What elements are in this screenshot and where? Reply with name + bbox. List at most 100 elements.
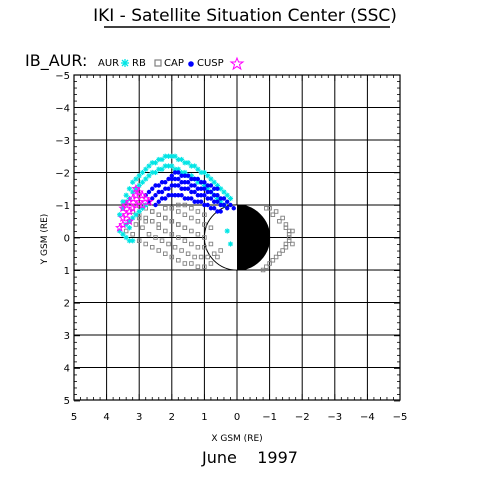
rb-point [169,231,175,237]
date-label: June 1997 [201,448,298,467]
rb-point [267,261,272,266]
cap-point [153,193,158,198]
rb-point [202,244,207,250]
cap-point [182,196,188,201]
aur-point [227,195,234,202]
aur-point [159,156,165,163]
page-title: IKI - Satellite Situation Center (SSC) [93,6,397,26]
series-cusp [114,183,154,232]
rb-point [156,222,162,227]
cap-point [192,183,197,188]
aur-point [126,225,133,231]
cap-point [208,183,214,188]
series-rb [123,202,295,273]
rb-point [189,215,194,221]
rb-point [130,231,135,237]
cap-point [221,196,227,201]
cap-point [211,206,217,211]
rb-point [195,218,201,224]
aur-point [130,179,136,185]
rb-point [273,254,279,260]
rb-point [156,248,162,253]
cap-point [146,189,152,195]
rb-point [176,209,181,214]
x-tick-label: −5 [393,412,408,423]
cap-point [172,183,178,188]
rb-point [163,228,168,234]
cusp-point [118,219,128,229]
rb-point [189,205,194,211]
aur-point [143,176,149,182]
rb-point [208,225,214,230]
legend-label-cusp: CUSP [197,58,224,69]
aur-point [218,186,224,192]
rb-point [143,215,148,221]
x-tick-label: −2 [295,412,310,423]
cap-point [182,180,188,185]
aur-point [182,169,188,176]
rb-point [153,235,158,240]
rb-point [192,254,197,260]
rb-point [169,218,175,224]
x-tick-label: 2 [169,412,175,423]
y-tick-label: −2 [55,169,70,180]
rb-point [159,238,165,243]
rb-point [277,251,282,256]
rb-point [163,251,168,256]
rb-point [215,254,220,260]
cap-point [172,170,178,175]
rb-point [270,212,276,217]
cap-point [163,196,168,201]
rb-point [163,205,168,211]
cap-point [150,196,155,201]
rb-point [163,215,168,221]
rb-point [218,248,223,253]
cap-point [202,193,207,198]
aur-point [152,169,159,176]
cap-point [150,186,155,191]
aur-point [192,163,198,169]
cap-point [208,206,214,211]
rb-point [149,244,155,250]
rb-point [195,231,201,237]
x-tick-label: 5 [71,412,77,423]
cap-point [195,193,201,198]
cusp-point [137,190,148,200]
aur-point [130,238,136,244]
x-tick-label: −1 [262,412,277,423]
cap-point [169,173,174,178]
rb-point [286,231,292,237]
aur-point [201,169,207,176]
cap-point [156,183,161,188]
cap-point [225,206,230,211]
cap-point [195,186,201,191]
cap-point [159,189,165,195]
cap-point [156,199,161,204]
cap-point [166,186,171,191]
rb-point [163,215,168,221]
x-tick-labels: 5 4 3 2 1 0 −1 −2 −3 −4 −5 [71,412,408,423]
aur-point [224,228,230,234]
star-icon [229,56,245,71]
cap-point [185,180,191,185]
aur-point [211,179,217,185]
rb-point [205,254,210,260]
cusp-point [144,196,154,206]
cap-point [202,180,207,185]
cap-point [189,196,194,201]
aur-point [126,186,133,192]
cusp-point [124,216,135,226]
rb-point [149,218,155,224]
rb-point [143,241,148,247]
y-axis-label: Y GSM (RE) [40,214,50,266]
rb-point [182,238,188,243]
cap-point [169,176,174,182]
cap-point [221,202,227,208]
cap-point [215,186,220,191]
aur-point [133,212,139,218]
rb-point [189,228,194,234]
cap-point [179,173,184,178]
rb-point [123,228,129,234]
rb-point [176,258,181,263]
